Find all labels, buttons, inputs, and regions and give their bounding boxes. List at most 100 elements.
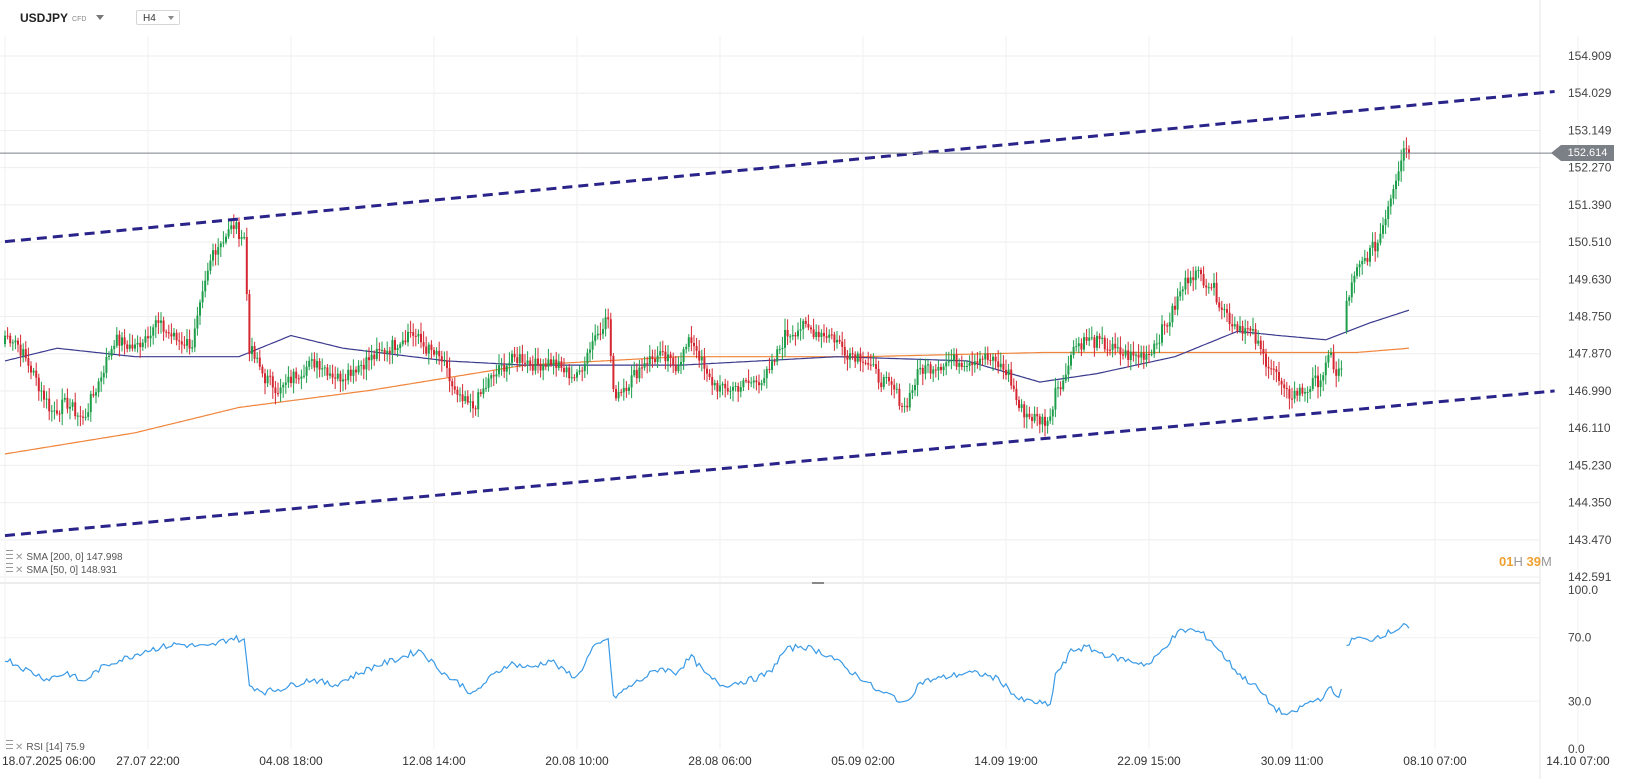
candle-body [287, 376, 290, 383]
candle-body [1382, 225, 1384, 234]
candle-body [557, 361, 560, 368]
candle-body [321, 368, 324, 370]
y-tick-label: 154.909 [1568, 49, 1612, 63]
candle-body [1278, 371, 1280, 381]
candle-body [505, 365, 508, 372]
candle-body [609, 319, 612, 356]
rsi-line [4, 622, 1410, 716]
candle-body [1031, 417, 1033, 421]
countdown-hours: 01 [1499, 554, 1514, 569]
candle-body [225, 236, 227, 243]
candle-body [942, 366, 945, 371]
symbol-name: USDJPY [20, 11, 69, 25]
candle-body [357, 365, 360, 373]
candle-body [711, 376, 714, 386]
candle-body [1239, 326, 1241, 331]
upper-channel-line[interactable] [4, 90, 1555, 244]
candle-body [1257, 340, 1260, 344]
candle-body [628, 387, 630, 391]
timeframe-selector[interactable]: H4 [136, 10, 180, 25]
close-icon[interactable]: ✕ [15, 565, 24, 576]
candle-body [339, 373, 342, 382]
candle-body [768, 368, 771, 370]
sma50-line [4, 309, 1410, 383]
close-icon[interactable]: ✕ [15, 552, 24, 563]
candle-body [1137, 354, 1140, 358]
candle-body [1025, 413, 1028, 418]
candle-body [869, 364, 872, 366]
candle-body [1088, 337, 1091, 341]
chevron-down-icon[interactable] [168, 16, 174, 20]
candle-body [1166, 325, 1169, 327]
candle-body [479, 392, 482, 394]
candle-body [422, 342, 425, 347]
candle-body [1317, 375, 1319, 388]
candle-body [1093, 337, 1096, 348]
candle-body [1252, 329, 1254, 331]
settings-icon[interactable] [6, 550, 13, 559]
chevron-down-icon[interactable] [96, 15, 105, 20]
candle-body [617, 391, 620, 399]
candle-body [180, 341, 183, 345]
settings-icon[interactable] [6, 740, 13, 749]
candle-body [534, 358, 537, 371]
candle-body [958, 363, 961, 367]
candle-body [1020, 404, 1023, 409]
candle-body [1007, 369, 1010, 376]
candle-body [105, 356, 108, 373]
candle-body [456, 389, 459, 395]
settings-icon[interactable] [6, 563, 13, 572]
candle-body [1119, 347, 1122, 355]
candle-body [901, 405, 903, 407]
candle-body [48, 398, 51, 412]
candle-body [485, 387, 487, 389]
candle-body [1072, 346, 1075, 355]
candle-body [880, 382, 883, 388]
candle-body [45, 398, 48, 400]
candle-body [1387, 206, 1390, 219]
legend-rsi: ✕ RSI [14] 75.9 [6, 740, 85, 753]
candle-body [375, 348, 378, 360]
candle-body [604, 317, 607, 330]
close-icon[interactable]: ✕ [15, 742, 24, 753]
candle-body [383, 349, 386, 354]
candle-body [58, 413, 61, 415]
candle-body [804, 320, 807, 324]
symbol-selector[interactable]: USDJPY CFD [20, 11, 105, 25]
candle-body [573, 377, 576, 379]
candle-body [1161, 324, 1163, 343]
candle-body [464, 396, 467, 402]
channel-lines[interactable] [4, 90, 1555, 538]
candle-body [76, 415, 79, 417]
candle-body [451, 381, 454, 387]
candle-body [745, 380, 747, 382]
candle-body [1233, 324, 1236, 327]
candle-body [719, 385, 721, 392]
candle-body [791, 334, 794, 337]
candle-body [916, 369, 919, 385]
candle-body [305, 366, 308, 376]
candlestick-series [4, 137, 1410, 437]
candle-body [1335, 369, 1338, 376]
candle-body [583, 363, 586, 372]
candle-body [570, 377, 573, 379]
candle-body [4, 335, 6, 345]
candle-body [602, 329, 604, 334]
candle-body [440, 356, 443, 362]
candle-body [529, 360, 532, 365]
candle-body [152, 327, 155, 336]
candle-body [1395, 180, 1397, 190]
candle-body [994, 356, 997, 362]
y-tick-label: 146.990 [1568, 384, 1612, 398]
candle-body [175, 332, 178, 341]
candle-body [1337, 368, 1340, 376]
candle-body [1296, 390, 1299, 396]
candle-body [968, 362, 971, 366]
candle-body [347, 369, 350, 381]
candle-body [123, 337, 126, 345]
candle-body [87, 412, 90, 417]
rsi-tick-label: 0.0 [1568, 742, 1585, 756]
lower-channel-line[interactable] [4, 389, 1555, 538]
candle-body [789, 336, 792, 338]
